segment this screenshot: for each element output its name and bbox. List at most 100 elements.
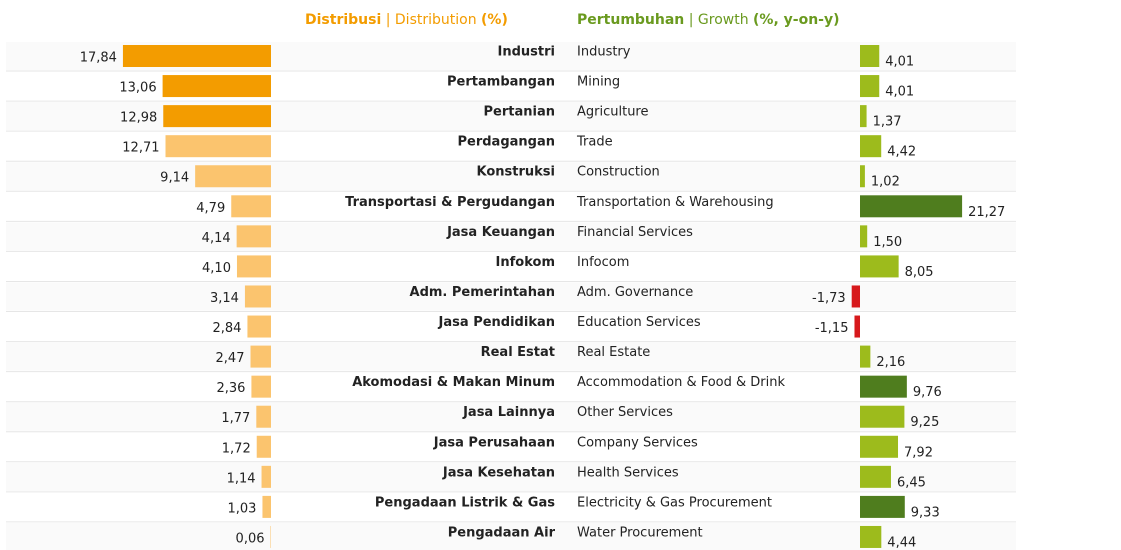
category-label: Perdagangan: [458, 135, 556, 150]
bar: [162, 75, 271, 98]
category-label: Pengadaan Listrik & Gas: [375, 495, 555, 510]
category-label: Real Estat: [481, 345, 555, 360]
category-label-en: Real Estate: [577, 345, 650, 360]
bar: [860, 375, 907, 398]
bar: [860, 465, 891, 488]
header-growth: Pertumbuhan | Growth (%, y-on-y): [577, 12, 840, 28]
value-label: 4,42: [887, 145, 916, 160]
row-background: [6, 192, 1016, 221]
row-background: [6, 282, 1016, 311]
value-label: 9,76: [913, 385, 942, 400]
value-label: 2,84: [212, 321, 241, 336]
bar: [860, 75, 880, 98]
bar: [247, 315, 271, 338]
row-background: [6, 372, 1016, 401]
row-background: [6, 312, 1016, 341]
bar: [860, 405, 905, 428]
series-name: Distribusi: [305, 12, 381, 28]
value-label: -1,15: [815, 321, 849, 336]
value-label: 4,79: [196, 201, 225, 216]
row-background: [6, 432, 1016, 461]
category-label-en: Accommodation & Food & Drink: [577, 375, 785, 390]
row-background: [6, 342, 1016, 371]
category-label-en: Agriculture: [577, 105, 649, 120]
bar: [860, 495, 905, 518]
row-background: [6, 462, 1016, 491]
bar: [860, 105, 867, 128]
category-label-en: Financial Services: [577, 225, 693, 240]
value-label: 9,33: [911, 505, 940, 520]
bar: [256, 405, 271, 428]
row-background: [6, 222, 1016, 251]
category-label: Jasa Perusahaan: [433, 435, 555, 450]
value-label: 3,14: [210, 291, 239, 306]
value-label: 12,98: [120, 111, 157, 126]
bar: [244, 285, 271, 308]
category-label-en: Water Procurement: [577, 525, 703, 540]
bar: [860, 165, 865, 188]
value-label: 12,71: [122, 141, 159, 156]
category-label-en: Construction: [577, 165, 660, 180]
category-label-en: Company Services: [577, 435, 698, 450]
category-label: Pengadaan Air: [448, 525, 556, 540]
bar: [256, 435, 271, 458]
value-label: 13,06: [119, 81, 156, 96]
category-label: Jasa Kesehatan: [442, 465, 555, 480]
value-label: 9,25: [910, 415, 939, 430]
bar: [860, 525, 882, 548]
value-label: 1,02: [871, 175, 900, 190]
category-label: Industri: [498, 45, 555, 60]
value-label: 1,37: [873, 115, 902, 130]
value-label: 9,14: [160, 171, 189, 186]
bar: [262, 495, 271, 518]
category-label: Jasa Keuangan: [446, 225, 555, 240]
bar: [860, 45, 880, 67]
series-name: Pertumbuhan: [577, 12, 684, 28]
bar: [195, 165, 271, 188]
category-label: Akomodasi & Makan Minum: [352, 375, 555, 390]
value-label: 4,14: [202, 231, 231, 246]
row-background: [6, 402, 1016, 431]
bar: [854, 315, 860, 338]
category-label-en: Other Services: [577, 405, 673, 420]
category-label: Pertambangan: [447, 75, 555, 90]
bar: [251, 375, 271, 398]
series-unit: (%, y-on-y): [753, 12, 839, 28]
value-label: 1,50: [873, 235, 902, 250]
value-label: 21,27: [968, 205, 1005, 220]
value-label: 17,84: [80, 51, 117, 66]
category-label-en: Transportation & Warehousing: [576, 195, 774, 210]
category-label: Jasa Pendidikan: [438, 315, 555, 330]
bar: [860, 225, 868, 248]
category-label-en: Mining: [577, 75, 620, 90]
header-distribution: Distribusi | Distribution (%): [305, 12, 508, 28]
bar: [860, 435, 899, 458]
bar: [236, 225, 271, 248]
series-unit: (%): [481, 12, 508, 28]
bar: [851, 285, 860, 308]
value-label: 4,10: [202, 261, 231, 276]
value-label: 2,47: [216, 351, 245, 366]
bar: [231, 195, 271, 218]
category-label-en: Trade: [576, 135, 613, 150]
category-label: Pertanian: [484, 105, 555, 120]
series-name-en: | Growth: [689, 12, 749, 28]
row-background: [6, 522, 1016, 550]
category-label-en: Health Services: [577, 465, 679, 480]
value-label: 1,77: [221, 411, 250, 426]
bar: [236, 255, 271, 278]
value-label: 2,16: [876, 355, 905, 370]
row-background: [6, 162, 1016, 191]
value-label: 0,06: [236, 531, 265, 546]
bar: [122, 45, 271, 67]
category-label-en: Electricity & Gas Procurement: [577, 495, 772, 510]
value-label: 6,45: [897, 475, 926, 490]
category-label: Konstruksi: [477, 165, 556, 180]
value-label: 4,01: [885, 55, 914, 70]
category-label: Infokom: [496, 255, 555, 270]
category-label-en: Infocom: [577, 255, 629, 270]
series-name-en: | Distribution: [386, 12, 477, 28]
value-label: 7,92: [904, 445, 933, 460]
category-label: Adm. Pemerintahan: [410, 285, 555, 300]
